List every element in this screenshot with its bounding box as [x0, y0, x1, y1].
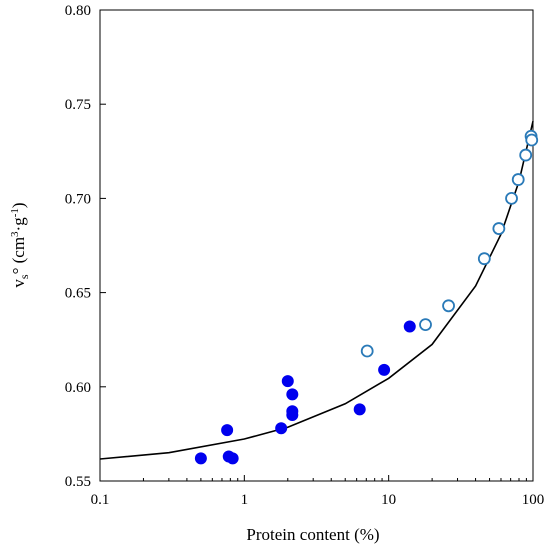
y-tick-label: 0.75	[65, 97, 91, 113]
filled-data-point	[403, 320, 416, 333]
filled-data-point	[353, 403, 366, 416]
filled-data-point	[221, 424, 234, 437]
filled-data-point	[286, 409, 299, 422]
x-axis: 0.1 1 10 100	[91, 475, 545, 508]
filled-data-point	[226, 452, 239, 465]
x-axis-title: Protein content (%)	[246, 525, 379, 544]
y-tick-label: 0.80	[65, 3, 91, 19]
open-data-point	[505, 191, 518, 205]
x-tick-label: 1	[241, 492, 249, 508]
x-tick-label: 10	[381, 492, 396, 508]
open-data-point	[477, 252, 491, 266]
y-axis-title-mid: ·g	[9, 217, 28, 232]
y-tick-label: 0.60	[65, 380, 91, 396]
x-tick-label: 100	[522, 492, 545, 508]
open-data-point	[519, 148, 533, 162]
open-data-point	[492, 222, 506, 235]
open-data-point	[419, 318, 432, 332]
filled-data-point	[194, 452, 207, 465]
filled-data-point	[275, 422, 288, 435]
y-axis-title-sub: s	[17, 274, 31, 279]
fit-curve-layer	[99, 121, 534, 460]
y-axis-title-sup2: -1	[9, 208, 21, 217]
open-data-point	[525, 133, 539, 147]
y-axis-title-end: )	[9, 202, 28, 208]
y-axis: 0.55 0.60 0.65 0.70 0.75 0.80	[65, 3, 106, 490]
y-axis-title: vs° (cm3·g-1)	[9, 202, 31, 287]
filled-data-point	[286, 388, 299, 401]
x-tick-label: 0.1	[91, 492, 110, 508]
filled-data-point	[378, 363, 391, 376]
y-axis-title-unit: ° (cm	[9, 237, 28, 274]
open-data-point	[442, 299, 455, 313]
plot-frame	[99, 9, 534, 482]
y-tick-label: 0.55	[65, 474, 91, 490]
y-axis-title-sup1: 3	[9, 231, 21, 237]
fit-curve	[99, 121, 534, 460]
filled-data-point	[281, 375, 294, 388]
y-tick-label: 0.65	[65, 286, 91, 302]
y-tick-label: 0.70	[65, 191, 91, 207]
open-data-point	[511, 173, 525, 186]
open-data-point	[360, 344, 374, 358]
y-axis-title-base: v	[9, 279, 28, 288]
data-points-layer	[194, 129, 539, 465]
